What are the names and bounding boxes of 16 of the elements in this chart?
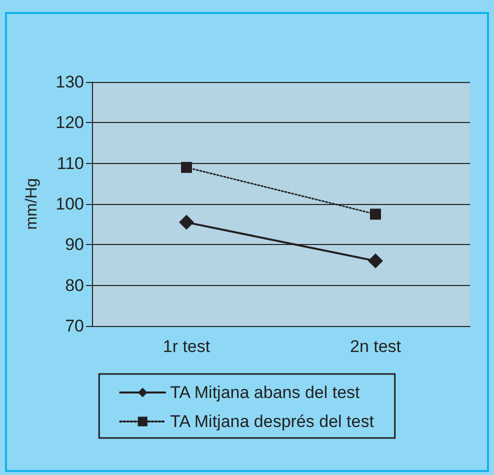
y-tick-label: 100 [56, 194, 84, 214]
y-tick-label: 90 [65, 235, 84, 254]
point [370, 208, 381, 220]
y-tick-label: 70 [65, 316, 84, 336]
point [368, 253, 383, 268]
y-tick-label: 110 [56, 154, 84, 173]
x-tick-label: 1r test [162, 337, 210, 356]
point [179, 214, 194, 230]
y-tick-label: 80 [65, 276, 84, 295]
legend-label: TA Mitjana abans del test [170, 383, 360, 402]
point [181, 162, 192, 173]
legend-label: TA Mitjana després del test [170, 412, 374, 431]
y-tick-label: 120 [56, 113, 84, 132]
y-axis-title: mm/Hg [24, 178, 40, 230]
x-tick-label: 2n test [350, 337, 402, 356]
y-tick-label: 130 [56, 72, 84, 92]
